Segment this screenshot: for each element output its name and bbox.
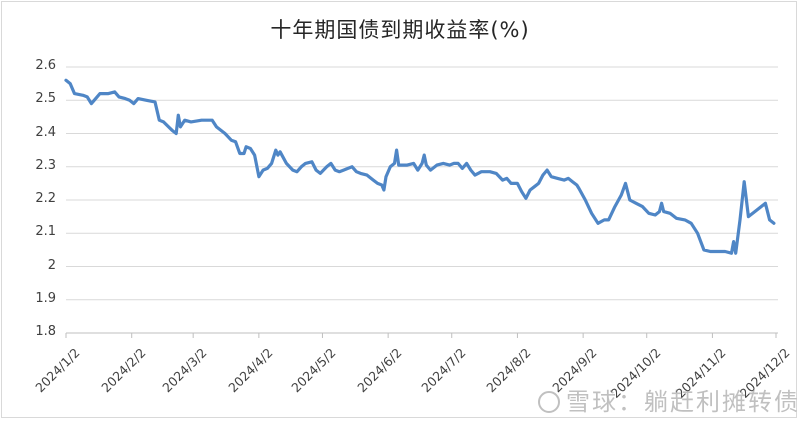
snowball-logo-icon <box>538 391 560 413</box>
yield-line <box>64 78 776 255</box>
y-tick-label: 2.3 <box>35 157 56 173</box>
watermark-text: 雪球：躺赶利摊转债 <box>566 388 800 416</box>
gridlines <box>66 66 778 301</box>
watermark: 雪球：躺赶利摊转债 <box>538 382 800 417</box>
y-tick-label: 2.5 <box>35 91 56 107</box>
y-tick-label: 2.6 <box>35 58 56 73</box>
chart-title: 十年期国债到期收益率(%) <box>270 18 530 42</box>
y-tick-label: 2.4 <box>35 124 56 140</box>
x-axis <box>65 332 778 338</box>
y-tick-label: 1.8 <box>35 324 56 339</box>
y-tick-label: 2 <box>47 257 56 273</box>
y-tick-label: 1.9 <box>35 290 56 306</box>
y-tick-label: 2.2 <box>35 191 56 206</box>
y-tick-label: 2.1 <box>35 224 56 240</box>
